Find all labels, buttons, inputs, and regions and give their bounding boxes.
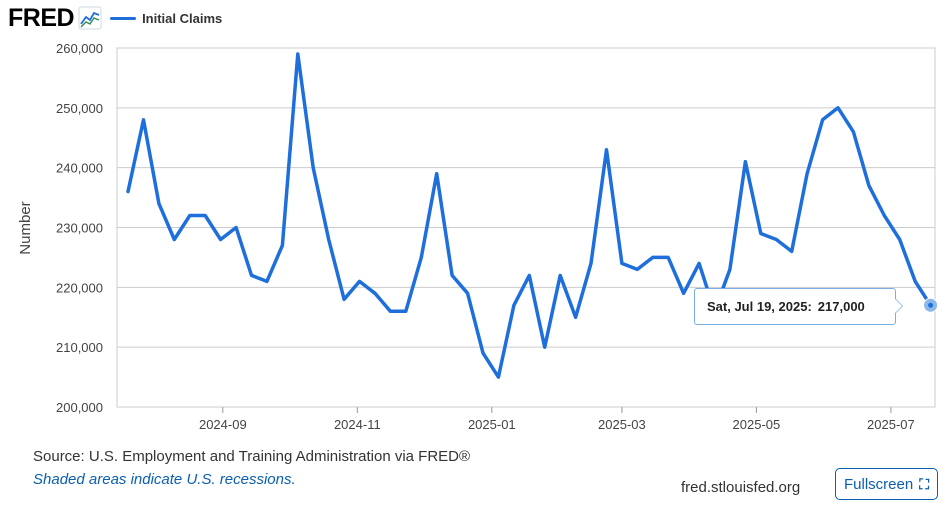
y-tick-label: 200,000: [56, 400, 103, 415]
plot-frame: [116, 47, 936, 408]
recession-note: Shaded areas indicate U.S. recessions.: [33, 471, 296, 488]
fullscreen-icon: ⛶: [919, 475, 929, 492]
fred-logo[interactable]: FRED: [8, 3, 75, 32]
line-chart-icon: [78, 6, 102, 30]
series-line-initial-claims: [126, 52, 933, 379]
y-tick-label: 260,000: [56, 41, 103, 56]
x-axis-ticks: 2024-09 2024-11 2025-01 2025-03 2025-05 2025-…: [199, 407, 915, 432]
y-tick-label: 220,000: [56, 280, 103, 295]
chart-header: FRED Initial Claims: [8, 4, 222, 32]
tooltip-date: Sat, Jul 19, 2025:: [707, 299, 812, 314]
x-tick-label: 2025-05: [733, 417, 781, 432]
data-tooltip: Sat, Jul 19, 2025: 217,000: [694, 288, 896, 325]
site-link[interactable]: fred.stlouisfed.org: [681, 479, 801, 496]
line-chart[interactable]: 200,000 210,000 220,000 230,000 240,000 250,0…: [0, 0, 948, 445]
y-tick-label: 250,000: [56, 101, 103, 116]
y-axis-label: Number: [17, 201, 34, 254]
x-tick-label: 2025-01: [468, 417, 516, 432]
tooltip-arrow-fill: [895, 299, 902, 313]
fullscreen-label: Fullscreen: [843, 475, 914, 493]
chart-grid: [116, 47, 936, 408]
legend-label: Initial Claims: [142, 10, 223, 26]
x-tick-label: 2025-03: [598, 417, 646, 432]
tooltip-value: 217,000: [817, 299, 865, 314]
y-tick-label: 210,000: [56, 340, 103, 355]
y-tick-label: 230,000: [56, 221, 103, 236]
x-tick-label: 2024-09: [199, 417, 247, 432]
x-tick-label: 2025-07: [867, 417, 915, 432]
x-tick-label: 2024-11: [334, 417, 381, 432]
chart-legend[interactable]: Initial Claims: [110, 11, 222, 26]
legend-line-swatch: [110, 16, 137, 20]
y-tick-label: 240,000: [56, 161, 103, 176]
hover-point-center: [928, 302, 934, 308]
y-axis-ticks: 200,000 210,000 220,000 230,000 240,000 250,0…: [56, 41, 103, 415]
source-note: Source: U.S. Employment and Training Adm…: [33, 448, 471, 465]
fullscreen-button[interactable]: Fullscreen ⛶: [835, 468, 938, 500]
